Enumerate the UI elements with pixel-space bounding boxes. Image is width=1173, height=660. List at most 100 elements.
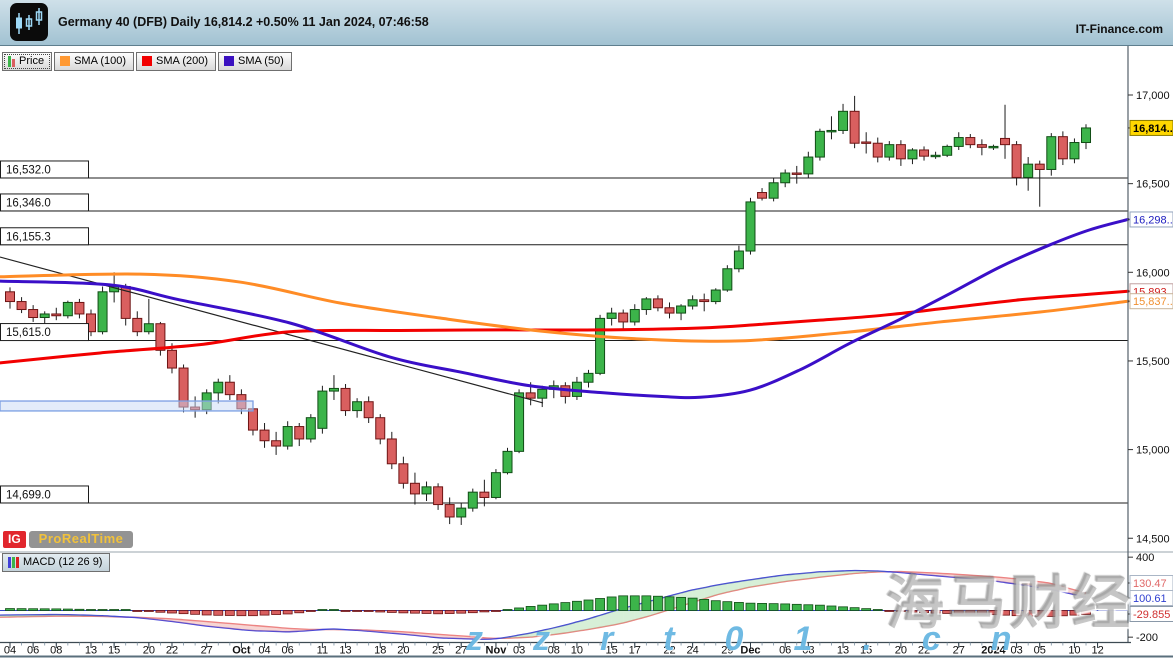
axis-value-box: [1129, 590, 1173, 606]
macd-histogram-bar: [282, 610, 293, 615]
axis-value-box: [1129, 119, 1173, 136]
macd-histogram-bar: [28, 608, 39, 611]
candle-body: [1011, 144, 1022, 178]
macd-histogram-bar: [375, 610, 386, 613]
price-tick-label: 15,500: [1136, 356, 1170, 368]
svg-text:130.47: 130.47: [1133, 578, 1167, 590]
candle-body: [953, 137, 964, 147]
candle-body: [525, 392, 536, 399]
candle-body: [699, 299, 710, 303]
candle-body: [930, 154, 941, 158]
candle-body: [16, 301, 27, 311]
tab-sma50[interactable]: SMA (50): [218, 52, 292, 71]
prorealtime-label: ProRealTime: [28, 531, 134, 548]
hline-label-box: [0, 160, 89, 179]
macd-histogram-bar: [548, 603, 559, 611]
candle-body: [733, 250, 744, 270]
tab-price[interactable]: Price: [2, 52, 53, 71]
price-tick-label: 17,000: [1136, 90, 1170, 102]
macd-histogram-bar: [86, 609, 96, 611]
axis-value-box: [1129, 606, 1173, 622]
candle-body: [259, 429, 270, 442]
tab-sma200[interactable]: SMA (200): [136, 52, 216, 71]
candle-body: [224, 381, 235, 396]
candle-body: [1000, 137, 1011, 146]
svg-text:15,615.0: 15,615.0: [6, 327, 51, 339]
candle-body: [85, 313, 96, 333]
macd-tick-label: -200: [1136, 632, 1158, 644]
macd-histogram-bar: [653, 595, 663, 611]
macd-histogram-bar: [930, 610, 941, 614]
candle-body: [352, 401, 363, 412]
app-candlestick-icon: [10, 3, 48, 41]
macd-histogram-bar: [294, 610, 305, 614]
macd-histogram-bar: [734, 602, 744, 611]
macd-histogram-bar: [1000, 610, 1010, 616]
trendline[interactable]: [0, 256, 544, 404]
axis-value-box: [1129, 211, 1173, 228]
tab-macd[interactable]: MACD (12 26 9): [2, 553, 111, 572]
macd-histogram-bar: [687, 597, 698, 611]
macd-histogram-bar: [410, 610, 420, 614]
macd-signal-line: [0, 570, 1087, 640]
candle-body: [1069, 142, 1080, 160]
candle-body: [606, 312, 617, 319]
candle-body: [687, 299, 698, 307]
candle-body: [143, 323, 154, 333]
hline-label-boxes: 16,532.0 16,346.0 16,155.3 15,615.0 14,699.0: [0, 160, 89, 504]
macd-histogram-bar: [62, 608, 73, 611]
candle-body: [340, 387, 351, 412]
svg-text:16,814..: 16,814..: [1133, 123, 1173, 135]
macd-histogram-bar: [861, 608, 872, 611]
macd-histogram-bar: [722, 601, 733, 611]
macd-histogram-bar: [259, 610, 270, 616]
macd-histogram-bar: [872, 609, 883, 611]
price-tick-label: 14,500: [1136, 533, 1170, 545]
candle-body: [1081, 127, 1092, 144]
page-title: Germany 40 (DFB) Daily 16,814.2 +0.50% 1…: [58, 15, 429, 29]
macd-histogram-bar: [942, 610, 953, 614]
candle-body: [618, 312, 629, 323]
macd-histogram-bar: [1011, 610, 1022, 617]
candle-body: [375, 417, 386, 440]
tab-sma100[interactable]: SMA (100): [54, 52, 135, 71]
x-axis-label: 10: [571, 645, 583, 657]
macd-histogram-bar: [224, 610, 235, 616]
tab-price-label: Price: [19, 55, 45, 67]
x-axis-label: 2024: [981, 645, 1006, 657]
macd-histogram-bar: [537, 604, 548, 611]
x-axis-label: 15: [606, 645, 618, 657]
candle-body: [282, 426, 293, 447]
macd-histogram-bar: [363, 610, 374, 612]
prorealtime-logo[interactable]: IG ProRealTime: [3, 531, 134, 548]
x-axis-label: 06: [779, 645, 791, 657]
macd-histogram-bar: [97, 609, 108, 611]
x-axis-label: 13: [837, 645, 849, 657]
x-axis-label: 22: [166, 645, 178, 657]
candle-body: [757, 192, 768, 199]
macd-histogram-bar: [213, 610, 224, 616]
x-axis-label: 11: [317, 645, 328, 657]
macd-histogram-bar: [1046, 610, 1057, 617]
price-tick-label: 15,000: [1136, 445, 1170, 457]
candle-body: [803, 156, 814, 175]
ig-logo: IG: [3, 531, 26, 548]
candle-body: [28, 309, 39, 319]
macd-histogram-bar: [271, 610, 282, 615]
macd-histogram-bar: [780, 603, 791, 611]
candle-body: [641, 298, 652, 311]
highlight-band[interactable]: [0, 400, 254, 412]
candle-body: [537, 388, 548, 399]
x-axis-label: 10: [1068, 645, 1080, 657]
price-candles-icon: [8, 55, 15, 67]
candle-body: [328, 387, 339, 392]
x-axis-label: 06: [282, 645, 294, 657]
macd-histogram-bar: [676, 596, 686, 611]
macd-histogram-bar: [433, 610, 443, 615]
macd-histogram-bar: [745, 602, 756, 611]
macd-histogram-bar: [305, 610, 316, 612]
candle-body: [861, 141, 872, 144]
x-axis-label: 03: [513, 645, 525, 657]
x-axis-label: 29: [721, 645, 733, 657]
